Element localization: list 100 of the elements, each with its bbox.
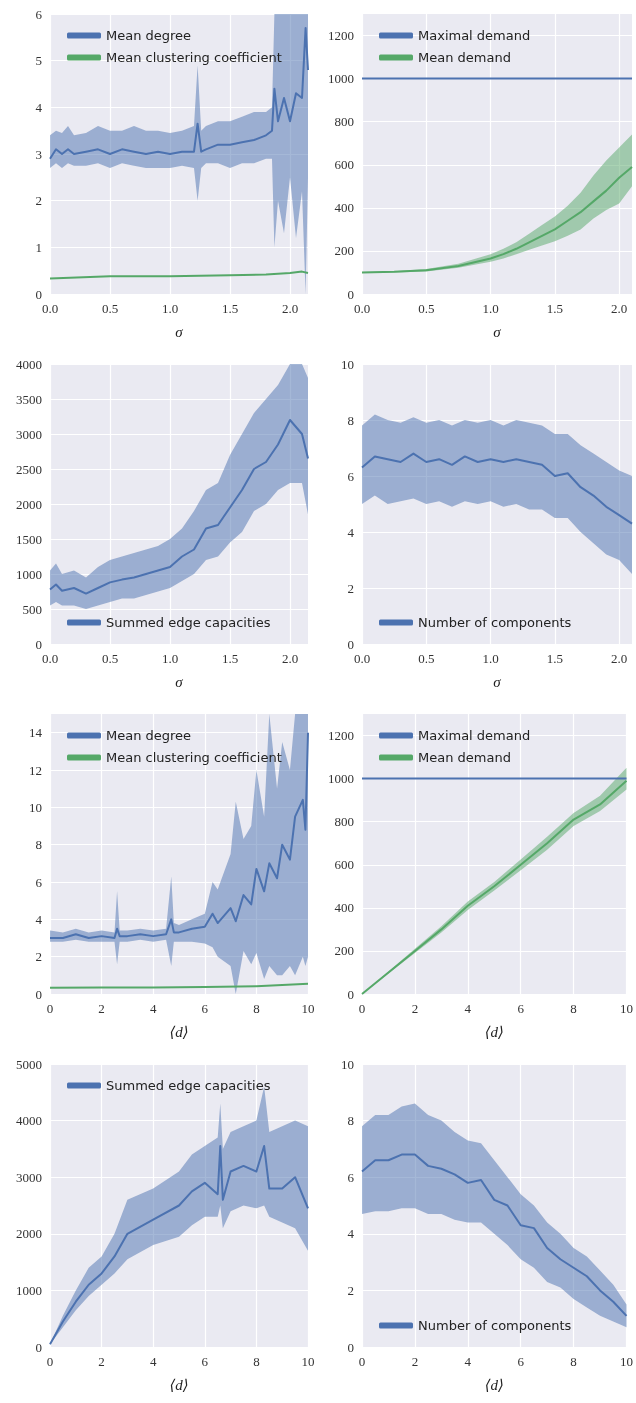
x-tick-label: 6 [201,1354,209,1369]
x-tick-label: 0.0 [41,301,59,316]
x-tick-label: 4 [149,1001,157,1016]
x-tick-label: 2 [411,1001,419,1016]
x-tick-label: 2.0 [611,301,628,316]
y-tick-label: 0 [347,986,354,1002]
x-tick-label: 0 [46,1001,54,1016]
y-tick-label: 4 [347,524,355,540]
legend-label: Summed edge capacities [106,615,271,630]
x-axis-title: σ [493,323,502,340]
y-tick-label: 800 [334,114,354,130]
x-tick-label: 1.0 [482,301,499,316]
x-tick-label: 1.5 [221,301,239,316]
y-tick-label: 5000 [16,1056,42,1072]
y-tick-label: 0 [35,286,42,302]
y-tick-label: 200 [334,943,354,959]
x-tick-label: 4 [149,1354,157,1369]
x-tick-label: 8 [253,1354,260,1369]
x-tick-label: 0 [46,1354,54,1369]
legend-label: Mean clustering coefficient [106,50,282,65]
x-axis-title: σ [493,673,502,690]
line-series [361,452,633,525]
y-tick-label: 6 [347,1169,355,1185]
y-tick-label: 0 [35,636,42,652]
y-tick-label: 1 [35,239,42,255]
x-axis-title: ⟨d⟩ [169,1376,189,1393]
x-tick-label: 0.0 [353,651,371,666]
x-tick-label: 0.0 [353,301,371,316]
legend-label: Mean clustering coefficient [106,750,282,765]
y-tick-label: 4 [35,99,43,115]
legend-label: Mean demand [418,50,511,65]
y-tick-label: 4000 [16,1113,42,1129]
y-tick-label: 800 [334,814,354,830]
y-tick-label: 0 [347,1339,354,1355]
x-tick-label: 10 [301,1001,315,1016]
y-tick-label: 8 [347,1113,354,1129]
legend-label: Mean degree [106,28,192,43]
line-series [49,1145,309,1346]
x-tick-label: 4 [464,1354,472,1369]
legend-label: Mean demand [418,750,511,765]
y-tick-label: 3000 [16,426,42,442]
x-tick-label: 0.0 [41,651,59,666]
x-tick-label: 0.5 [418,301,435,316]
x-tick-label: 4 [464,1001,472,1016]
y-tick-label: 200 [334,243,354,259]
y-tick-label: 10 [341,1056,354,1072]
y-tick-label: 4000 [16,356,42,372]
legend-label: Number of components [418,615,572,630]
y-tick-label: 12 [29,762,42,778]
y-tick-label: 5 [35,53,42,69]
y-tick-label: 2 [35,949,42,965]
line-series [361,165,633,274]
line-series [49,270,309,280]
y-tick-label: 2 [35,193,42,209]
x-tick-label: 1.5 [221,651,239,666]
line-series [49,27,309,160]
x-axis-title: ⟨d⟩ [169,1023,189,1040]
x-tick-label: 10 [620,1001,633,1016]
x-tick-label: 2 [411,1354,419,1369]
x-tick-label: 6 [517,1354,525,1369]
x-tick-label: 8 [570,1354,577,1369]
legend-label: Maximal demand [418,728,531,743]
line-series [361,1153,628,1317]
y-tick-label: 8 [35,837,42,853]
x-tick-label: 2.0 [281,651,299,666]
y-tick-label: 2 [347,1282,354,1298]
y-tick-label: 14 [29,725,43,741]
y-tick-label: 1000 [16,1282,42,1298]
y-tick-label: 2000 [16,496,42,512]
x-tick-label: 10 [620,1354,633,1369]
legend-label: Mean degree [106,728,192,743]
x-tick-label: 2.0 [611,651,628,666]
y-tick-label: 500 [22,601,42,617]
y-tick-label: 0 [35,1339,42,1355]
x-tick-label: 1.0 [482,651,499,666]
x-tick-label: 0.5 [418,651,435,666]
y-tick-label: 1200 [328,28,354,44]
x-tick-label: 0.5 [101,651,119,666]
y-tick-label: 10 [341,356,354,372]
x-tick-label: 2 [98,1001,105,1016]
y-tick-label: 400 [334,900,354,916]
y-tick-label: 1000 [328,771,354,787]
line-series [49,731,309,939]
y-tick-label: 10 [29,799,42,815]
y-tick-label: 400 [334,200,354,216]
line-series [49,419,309,595]
x-tick-label: 6 [517,1001,525,1016]
x-tick-label: 0.5 [101,301,119,316]
x-axis-title: σ [175,673,184,690]
x-tick-label: 1.5 [546,651,563,666]
y-tick-label: 0 [347,286,354,302]
y-tick-label: 2500 [16,461,42,477]
y-tick-label: 0 [35,986,42,1002]
y-tick-label: 2 [347,580,354,596]
legend-label: Summed edge capacities [106,1078,271,1093]
x-tick-label: 1.0 [161,301,179,316]
y-tick-label: 2000 [16,1226,42,1242]
y-tick-label: 6 [35,6,43,22]
x-tick-label: 10 [301,1354,315,1369]
y-tick-label: 1200 [328,728,354,744]
